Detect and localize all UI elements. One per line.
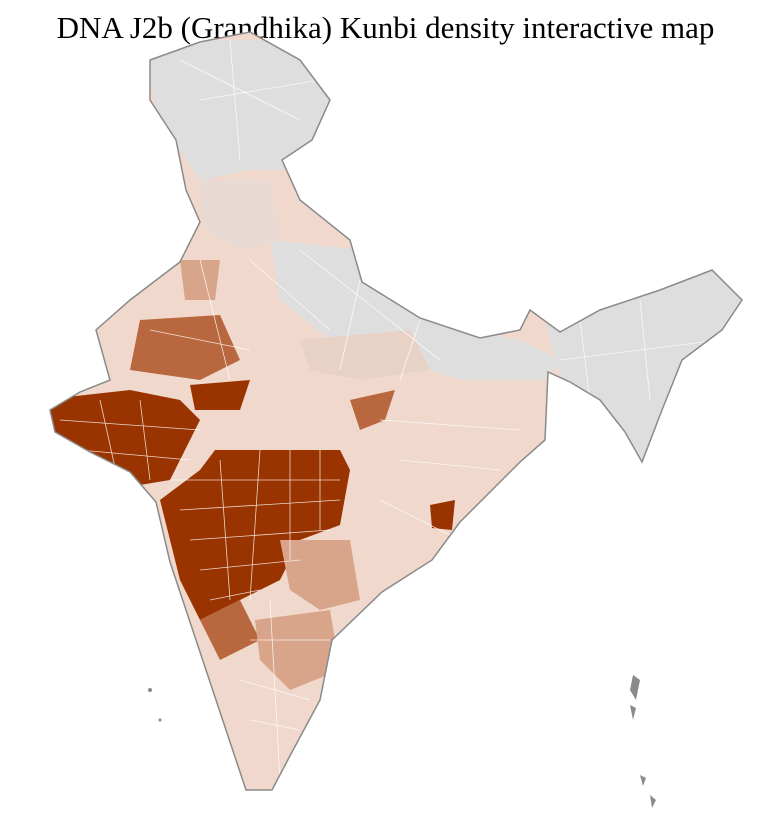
andaman-nicobar-islands[interactable] <box>630 675 656 808</box>
region-jammu-kashmir[interactable] <box>140 40 340 180</box>
region-rajasthan-medium-low[interactable] <box>180 260 220 300</box>
region-madhya-pradesh-west[interactable] <box>190 380 250 410</box>
map-title: DNA J2b (Grandhika) Kunbi density intera… <box>56 10 715 45</box>
region-telangana[interactable] <box>280 540 360 610</box>
region-andhra-rayalaseema[interactable] <box>255 610 340 690</box>
region-karnataka-north[interactable] <box>200 600 260 660</box>
district-boundaries <box>59 39 721 781</box>
region-central[interactable] <box>300 330 430 380</box>
region-odisha-coast[interactable] <box>430 500 455 530</box>
region-uttar-pradesh[interactable] <box>270 240 560 380</box>
lakshadweep-islands[interactable] <box>148 688 162 722</box>
region-himachal[interactable] <box>200 180 280 250</box>
